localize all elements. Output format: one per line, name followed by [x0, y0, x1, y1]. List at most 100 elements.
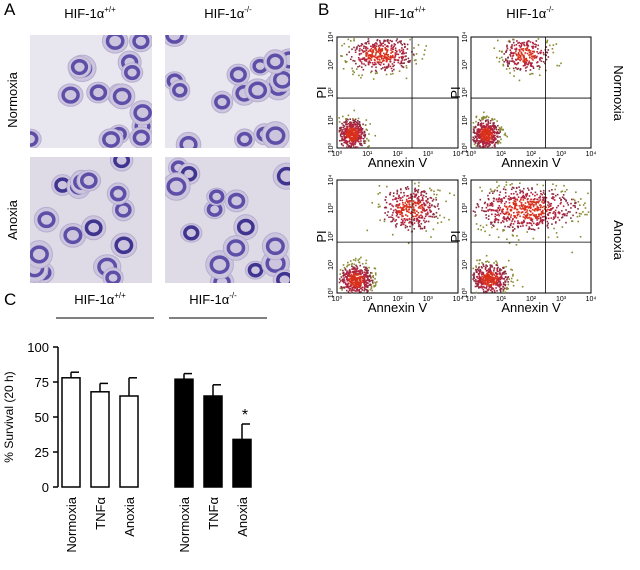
flow-dot	[385, 206, 388, 209]
flow-dot	[513, 75, 515, 77]
flow-dot	[396, 211, 398, 214]
flow-dot	[343, 138, 346, 141]
flow-dot	[519, 46, 522, 48]
flow-dot	[536, 55, 538, 58]
flow-dot	[504, 284, 507, 287]
flow-dot	[357, 259, 360, 261]
flow-dot	[510, 214, 512, 216]
flow-dot	[490, 280, 493, 283]
flow-dot	[532, 47, 534, 50]
flow-dot	[479, 278, 481, 280]
flow-dot	[344, 137, 347, 140]
flow-dot	[364, 59, 367, 62]
flow-dot	[339, 280, 342, 282]
flow-dot	[541, 216, 544, 218]
flow-dot	[341, 122, 343, 125]
flow-dot	[477, 134, 480, 137]
flow-dot	[511, 44, 513, 46]
flow-dot	[519, 225, 522, 228]
flow-dot	[483, 131, 486, 134]
flow-dot	[489, 268, 492, 271]
flow-dot	[500, 221, 502, 224]
flow-dot	[526, 231, 528, 233]
flow-dot	[421, 203, 424, 206]
flow-dot	[473, 137, 476, 140]
flow-dot	[475, 271, 478, 273]
flow-dot	[365, 268, 367, 270]
flow-dot	[424, 215, 427, 218]
flow-dot	[508, 212, 511, 215]
flow-dot	[357, 273, 360, 276]
flow-dot	[531, 208, 534, 211]
flow-dot	[518, 222, 521, 225]
flow-dot	[348, 145, 351, 148]
flow-dot	[492, 119, 494, 121]
flow-dot	[379, 44, 382, 47]
flow-dot	[496, 120, 498, 122]
flow-dot	[371, 56, 373, 59]
flow-dot	[517, 239, 520, 241]
flow-dot	[509, 72, 511, 74]
flow-dot	[408, 197, 410, 200]
flow-dot	[360, 273, 362, 275]
flow-dot	[375, 70, 378, 73]
flow-dot	[536, 65, 539, 67]
flow-dot	[481, 137, 484, 140]
flow-dot	[405, 203, 408, 206]
flow-dot	[488, 125, 491, 128]
flow-dot	[482, 131, 485, 134]
flow-dot	[345, 130, 347, 133]
flow-dot	[475, 282, 477, 285]
flow-dot	[348, 270, 351, 272]
flow-dot	[413, 47, 415, 49]
flow-dot	[543, 200, 546, 203]
flow-dot	[524, 48, 527, 50]
flow-dot	[356, 133, 359, 136]
flow-dot	[390, 57, 392, 59]
flow-dot	[556, 236, 559, 238]
flow-dot	[521, 207, 524, 210]
flow-dot	[512, 229, 514, 231]
flow-dot	[478, 279, 481, 282]
flow-dot	[395, 59, 397, 61]
flow-dot	[434, 206, 437, 208]
flow-dot	[366, 271, 368, 273]
flow-dot	[408, 61, 410, 64]
flow-dot	[417, 220, 420, 222]
flow-dot	[534, 191, 537, 194]
flow-dot	[473, 126, 476, 129]
flow-dot	[521, 48, 523, 51]
flow-dot	[342, 144, 345, 147]
flow-dot	[365, 47, 367, 50]
flow-dot	[515, 244, 518, 246]
bar	[90, 391, 110, 488]
flow-dot	[346, 144, 349, 146]
flow-dot	[561, 213, 564, 216]
flow-dot	[354, 257, 357, 260]
flow-dot	[560, 62, 562, 65]
flow-dot	[355, 282, 358, 284]
flow-dot	[519, 42, 522, 45]
flow-dot	[542, 61, 545, 63]
flow-dot	[499, 278, 502, 281]
flow-dot	[489, 202, 492, 205]
flow-dot	[502, 63, 504, 66]
flow-dot	[531, 187, 533, 189]
flow-dot	[355, 277, 358, 279]
flow-dot	[410, 216, 413, 219]
flow-dot	[408, 208, 410, 210]
flow-dot	[490, 209, 493, 212]
flow-dot	[421, 208, 424, 211]
flow-dot	[342, 132, 345, 134]
flow-dot	[546, 51, 549, 54]
flow-dot	[484, 125, 486, 128]
flow-dot	[355, 285, 358, 287]
flow-dot	[570, 217, 572, 219]
flow-dot	[476, 131, 479, 134]
flow-dot	[515, 202, 517, 205]
flow-dot	[358, 261, 361, 264]
flow-dot	[407, 205, 410, 208]
flow-dot	[527, 63, 529, 66]
flow-dot	[488, 192, 491, 194]
flow-dot	[387, 45, 389, 48]
